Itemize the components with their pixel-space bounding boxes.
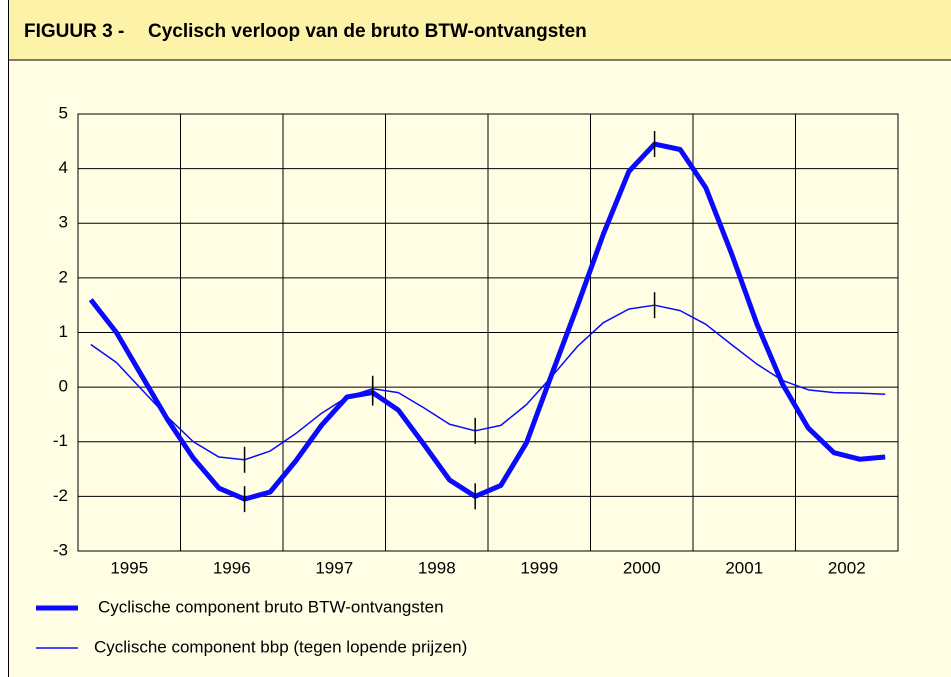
chart-title: Cyclisch verloop van de bruto BTW-ontvan… xyxy=(148,21,587,42)
y-tick-label: -3 xyxy=(53,540,68,559)
figure-label: FIGUUR 3 - xyxy=(24,21,124,42)
y-tick-label: -1 xyxy=(53,431,68,450)
y-tick-label: 1 xyxy=(59,322,68,341)
x-tick-label: 1998 xyxy=(418,558,456,577)
y-tick-label: 0 xyxy=(59,377,68,396)
legend-label: Cyclische component bruto BTW-ontvangste… xyxy=(98,597,444,616)
x-tick-label: 2001 xyxy=(725,558,763,577)
y-tick-label: 3 xyxy=(59,213,68,232)
x-tick-label: 2002 xyxy=(828,558,866,577)
y-tick-label: 5 xyxy=(59,103,68,122)
y-tick-label: -2 xyxy=(53,486,68,505)
panel xyxy=(8,0,951,677)
y-tick-label: 4 xyxy=(59,158,68,177)
y-tick-label: 2 xyxy=(59,267,68,286)
header xyxy=(8,0,951,60)
legend-label: Cyclische component bbp (tegen lopende p… xyxy=(94,637,467,656)
x-tick-label: 1997 xyxy=(315,558,353,577)
x-tick-label: 1999 xyxy=(520,558,558,577)
line-series xyxy=(88,141,886,502)
x-tick-label: 1995 xyxy=(110,558,148,577)
line-series xyxy=(90,304,886,461)
x-tick-label: 2000 xyxy=(623,558,661,577)
x-tick-label: 1996 xyxy=(213,558,251,577)
